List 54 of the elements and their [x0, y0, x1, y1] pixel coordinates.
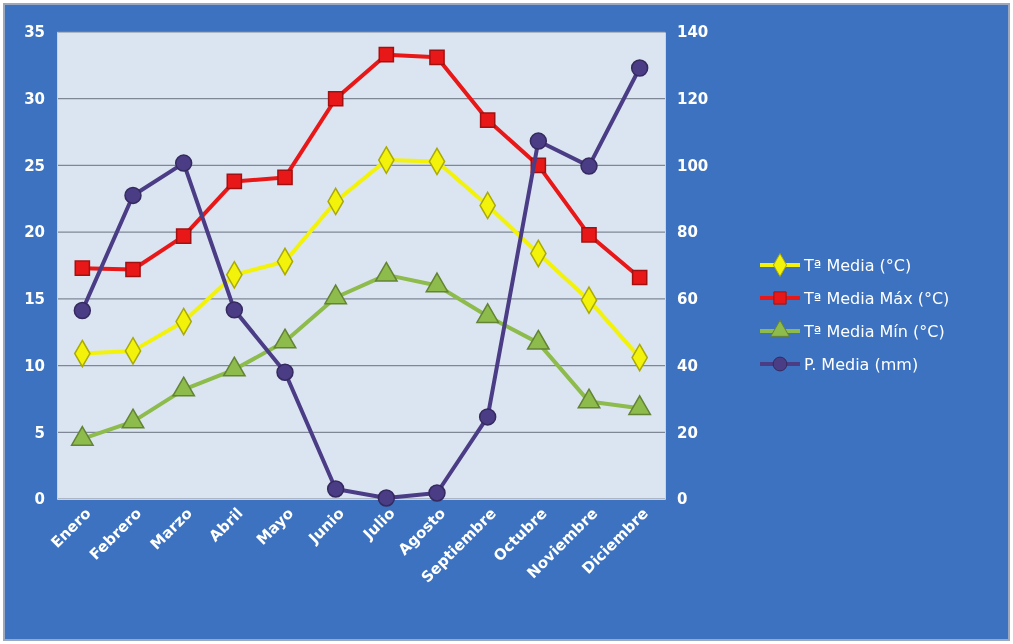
- y-tick-label: 10: [24, 356, 45, 375]
- point: [273, 328, 297, 349]
- y2-tick-label: 80: [677, 223, 698, 242]
- point: [378, 46, 395, 63]
- point: [581, 226, 597, 243]
- y2-tick-label: 40: [677, 356, 698, 375]
- point: [121, 408, 145, 429]
- point: [225, 301, 244, 319]
- point: [324, 284, 348, 305]
- point: [628, 395, 652, 416]
- y2-tick-label: 120: [677, 90, 709, 109]
- point: [529, 132, 548, 150]
- point: [425, 272, 449, 293]
- point: [125, 261, 141, 278]
- point: [70, 425, 94, 446]
- y-tick-label: 15: [24, 290, 45, 309]
- y-tick-label: 0: [34, 490, 45, 509]
- legend-label: Tª Media Mín (°C): [803, 322, 945, 341]
- point: [124, 186, 142, 205]
- y2-tick-label: 20: [677, 423, 698, 442]
- legend-label: Tª Media Máx (°C): [803, 289, 950, 308]
- point: [631, 269, 648, 286]
- point: [479, 112, 496, 128]
- point: [526, 329, 550, 350]
- legend-label: P. Media (mm): [804, 355, 919, 374]
- point: [73, 301, 92, 320]
- y-tick-label: 5: [34, 423, 45, 442]
- y2-tick-label: 0: [677, 490, 688, 509]
- point: [226, 173, 243, 190]
- point: [174, 154, 193, 172]
- y-tick-label: 30: [24, 90, 45, 109]
- point: [630, 59, 649, 77]
- point: [222, 356, 246, 377]
- point: [428, 484, 446, 502]
- point: [476, 303, 500, 324]
- point: [276, 363, 294, 381]
- point: [577, 388, 601, 409]
- y2-tick-label: 60: [677, 290, 698, 309]
- y-tick-label: 25: [24, 156, 45, 175]
- point: [74, 260, 91, 276]
- point: [277, 169, 293, 186]
- point: [580, 157, 598, 175]
- point: [429, 49, 445, 66]
- y-tick-label: 20: [24, 223, 45, 242]
- point: [175, 228, 192, 244]
- y2-tick-label: 100: [677, 156, 709, 175]
- point: [478, 408, 497, 426]
- point: [377, 489, 396, 507]
- y2-tick-label: 140: [677, 23, 709, 42]
- legend-label: Tª Media (°C): [803, 256, 912, 275]
- point: [327, 90, 344, 107]
- point: [172, 376, 196, 397]
- y-tick-label: 35: [24, 23, 45, 42]
- point: [326, 480, 345, 498]
